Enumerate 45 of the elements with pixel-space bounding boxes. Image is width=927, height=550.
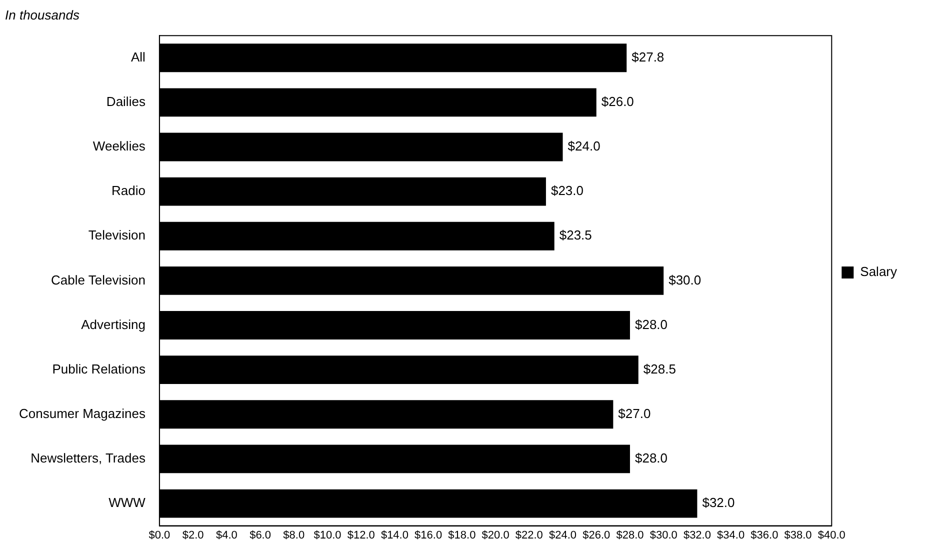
x-tick-label: $8.0 (283, 529, 305, 542)
x-tick-label: $32.0 (683, 529, 711, 542)
x-tick-label: $34.0 (717, 529, 745, 542)
y-tick-label: Public Relations (52, 361, 146, 376)
x-tick-label: $26.0 (582, 529, 610, 542)
x-tick-label: $38.0 (784, 529, 812, 542)
data-label: $24.0 (568, 138, 600, 154)
x-tick-label: $24.0 (549, 529, 577, 542)
data-label: $32.0 (702, 495, 735, 510)
x-tick-label: $22.0 (515, 529, 543, 542)
y-tick-label: Newsletters, Trades (30, 450, 146, 466)
x-tick-label: $36.0 (750, 529, 778, 542)
x-tick-label: $16.0 (414, 529, 442, 542)
y-tick-label: Advertising (81, 316, 146, 332)
y-tick-label: All (130, 49, 146, 64)
x-tick-label: $0.0 (148, 529, 170, 542)
y-tick-label: Television (88, 228, 146, 243)
y-tick-label: Radio (111, 183, 146, 198)
data-label: $30.0 (668, 272, 702, 288)
x-tick-label: $40.0 (818, 529, 846, 542)
data-label: $27.0 (618, 406, 651, 421)
data-label: $27.8 (632, 49, 664, 64)
y-tick-label: Weeklies (92, 138, 146, 154)
x-tick-label: $4.0 (216, 529, 238, 542)
x-tick-label: $10.0 (314, 529, 342, 542)
data-label: $26.0 (601, 94, 634, 110)
x-tick-label: $6.0 (250, 529, 271, 542)
x-tick-label: $28.0 (616, 529, 644, 542)
x-tick-label: $30.0 (650, 529, 678, 542)
data-label: $23.5 (559, 228, 592, 243)
x-tick-label: $20.0 (482, 529, 510, 542)
text: In thousands (5, 7, 80, 22)
data-label: $28.0 (634, 450, 668, 466)
data-label: $23.0 (550, 183, 584, 198)
x-tick-label: $2.0 (182, 529, 204, 542)
data-label: $28.5 (643, 361, 676, 376)
x-tick-label: $12.0 (347, 529, 375, 542)
x-tick-label: $18.0 (448, 529, 476, 542)
x-tick-label: $14.0 (380, 529, 408, 542)
y-tick-label: WWW (108, 495, 146, 510)
data-label: $28.0 (634, 316, 668, 332)
y-tick-label: Cable Television (51, 272, 146, 288)
y-tick-label: Dailies (106, 94, 146, 110)
y-tick-label: Consumer Magazines (18, 406, 146, 421)
legend-label: Salary (860, 264, 898, 280)
